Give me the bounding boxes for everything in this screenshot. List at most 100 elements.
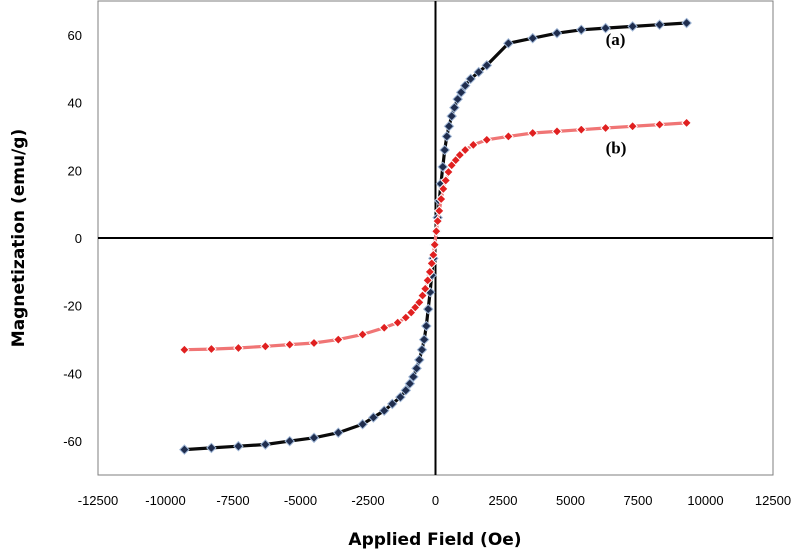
data-point — [575, 24, 587, 36]
data-point — [627, 21, 638, 32]
data-point — [627, 120, 638, 132]
series-layer — [179, 17, 692, 455]
data-point — [400, 312, 412, 323]
series-b — [179, 117, 692, 356]
y-tick-label: -20 — [63, 299, 82, 314]
data-point — [400, 385, 412, 396]
data-point — [422, 275, 433, 286]
data-point — [438, 183, 449, 195]
data-point — [332, 334, 344, 345]
data-point — [467, 139, 479, 151]
data-point — [416, 344, 428, 356]
data-point — [551, 126, 563, 137]
data-point — [233, 342, 244, 354]
y-tick-label: -40 — [63, 366, 82, 381]
x-tick-label: -7500 — [216, 493, 249, 508]
data-point — [441, 131, 453, 142]
data-point — [454, 149, 466, 161]
data-point — [432, 215, 443, 227]
data-point — [600, 22, 611, 34]
data-point — [473, 66, 485, 78]
x-tick-label: 0 — [432, 493, 439, 508]
tick-labels: -12500 -10000 -7500 -5000 -2500 0 2500 5000 7500… — [63, 28, 791, 508]
data-point — [433, 205, 445, 217]
data-point — [422, 303, 434, 315]
data-point — [446, 110, 458, 122]
data-point — [503, 38, 514, 49]
data-point — [378, 405, 390, 416]
x-tick-label: -5000 — [284, 493, 317, 508]
data-point — [527, 32, 539, 44]
data-point — [413, 297, 425, 308]
data-point — [392, 317, 404, 328]
data-point — [429, 239, 440, 251]
data-point — [419, 283, 431, 295]
y-tick-label: 0 — [75, 231, 82, 246]
data-point — [452, 93, 463, 105]
data-point — [408, 371, 419, 383]
x-tick-label: 5000 — [556, 493, 585, 508]
data-point — [284, 339, 296, 350]
data-point — [421, 320, 432, 332]
x-tick-label: 12500 — [755, 493, 791, 508]
data-point — [179, 444, 190, 455]
data-point — [459, 80, 471, 91]
data-point — [418, 334, 430, 345]
data-point — [575, 124, 587, 135]
y-axis-title: Magnetization (emu/g) — [9, 129, 29, 347]
data-point — [206, 343, 217, 355]
data-point — [417, 290, 428, 301]
data-point — [411, 363, 422, 374]
data-point — [654, 19, 665, 31]
data-point — [308, 337, 320, 349]
data-point — [551, 27, 563, 39]
data-point — [681, 17, 692, 29]
series-annotation: (b) — [606, 138, 627, 157]
x-tick-label: 2500 — [489, 493, 518, 508]
data-point — [431, 225, 442, 237]
data-point — [449, 102, 460, 113]
x-tick-label: -12500 — [78, 493, 118, 508]
data-point — [308, 432, 320, 444]
data-point — [465, 73, 476, 85]
data-point — [357, 329, 368, 340]
y-tick-label: -60 — [63, 434, 82, 449]
data-point — [428, 249, 439, 261]
data-point — [357, 418, 368, 430]
y-tick-label: 60 — [68, 28, 82, 43]
x-tick-label: 10000 — [687, 493, 723, 508]
data-point — [233, 440, 244, 452]
data-point — [404, 378, 416, 389]
data-point — [378, 322, 390, 334]
data-point — [481, 60, 493, 71]
data-point — [443, 166, 454, 178]
data-point — [386, 398, 398, 410]
x-tick-label: 7500 — [624, 493, 653, 508]
data-point — [424, 266, 436, 278]
data-point — [332, 427, 344, 438]
data-point — [455, 87, 467, 98]
data-point — [654, 119, 665, 130]
x-tick-label: -2500 — [351, 493, 384, 508]
x-axis-title: Applied Field (Oe) — [348, 530, 521, 550]
data-point — [600, 122, 611, 134]
data-point — [435, 193, 447, 205]
data-point — [481, 134, 493, 146]
data-point — [437, 161, 449, 173]
data-point — [439, 144, 450, 156]
data-point — [681, 117, 692, 129]
data-point — [440, 175, 452, 186]
y-tick-label: 20 — [68, 163, 82, 178]
data-point — [260, 439, 271, 450]
data-point — [426, 258, 438, 269]
x-tick-label: -10000 — [145, 493, 185, 508]
data-point — [395, 391, 406, 403]
data-point — [368, 412, 379, 423]
data-point — [527, 127, 539, 139]
data-point — [284, 435, 296, 447]
y-tick-label: 40 — [68, 96, 82, 111]
data-point — [260, 341, 271, 352]
annotations: (a) (b) — [606, 30, 627, 157]
data-point — [206, 442, 217, 454]
